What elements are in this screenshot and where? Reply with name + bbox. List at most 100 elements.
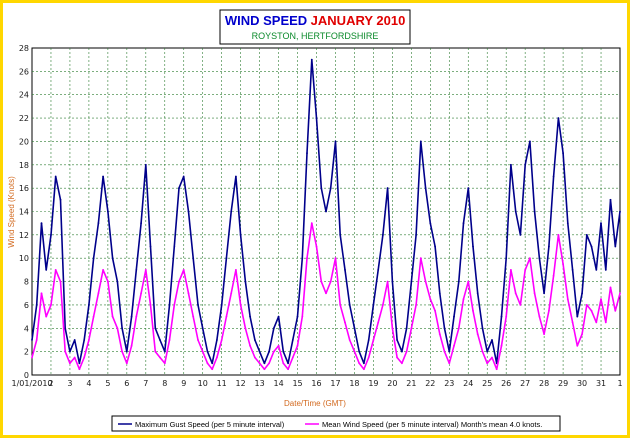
mean-data-point [268, 362, 270, 365]
gust-data-point [581, 292, 583, 295]
gust-data-point [315, 117, 318, 119]
mean-data-point [382, 304, 384, 306]
mean-data-point [585, 304, 588, 306]
gust-data-point [239, 234, 242, 236]
mean-data-point [396, 356, 398, 359]
y-tick-label: 10 [19, 254, 29, 263]
gust-data-point [566, 222, 569, 225]
gust-data-point [149, 245, 152, 248]
gust-data-point [135, 269, 138, 271]
gust-data-point [467, 187, 470, 190]
x-tick-label: 2 [48, 379, 53, 388]
chart-title: WIND SPEED [225, 13, 307, 28]
x-tick-label: 26 [501, 379, 511, 388]
mean-data-point [609, 286, 612, 289]
mean-data-point [159, 356, 161, 359]
mean-data-point [244, 327, 247, 330]
gust-data-point [476, 292, 479, 295]
gust-data-point [182, 175, 185, 178]
mean-data-point [325, 292, 327, 295]
x-tick-label: 11 [217, 379, 227, 388]
x-tick-label: 14 [273, 379, 283, 388]
mean-data-point [116, 327, 119, 330]
series-lines [31, 58, 621, 371]
mean-data-point [552, 274, 555, 277]
mean-data-point [481, 350, 484, 353]
mean-data-point [424, 280, 427, 283]
gust-data-point [438, 292, 441, 295]
gust-data-point [130, 315, 133, 318]
gust-data-point [377, 269, 380, 271]
chart-title-date: JANUARY 2010 [311, 13, 406, 28]
mean-data-point [235, 269, 237, 271]
mean-data-point [401, 362, 403, 365]
y-tick-label: 22 [19, 114, 29, 123]
x-tick-label: 10 [198, 379, 208, 388]
mean-data-point [595, 321, 598, 324]
y-tick-label: 16 [19, 184, 29, 193]
gust-data-point [552, 175, 555, 178]
x-tick-label: 21 [406, 379, 416, 388]
mean-data-point [410, 327, 413, 330]
x-tick-label: 1/01/2010 [11, 379, 52, 388]
mean-data-point [92, 315, 95, 318]
mean-data-point [524, 269, 527, 271]
mean-data-point [45, 315, 48, 318]
mean-data-point [462, 298, 465, 300]
mean-data-point [263, 368, 266, 371]
mean-data-point [363, 368, 365, 371]
mean-data-point [35, 339, 38, 341]
gust-data-point [462, 222, 465, 225]
gust-data-point [353, 327, 356, 330]
gust-data-point [187, 210, 190, 213]
mean-data-point [476, 333, 479, 335]
gust-data-point [144, 163, 147, 166]
mean-data-point [69, 362, 71, 365]
mean-data-point [377, 321, 380, 324]
gust-data-point [263, 362, 266, 365]
gust-data-point [538, 257, 541, 260]
x-tick-label: 16 [311, 379, 321, 388]
x-tick-label: 31 [596, 379, 606, 388]
mean-data-point [495, 368, 498, 371]
gust-data-point [334, 140, 337, 143]
x-tick-label: 28 [539, 379, 549, 388]
gust-data-point [543, 292, 545, 295]
x-tick-label: 7 [143, 379, 148, 388]
gust-data-point [163, 350, 166, 353]
gust-data-point [173, 245, 176, 248]
mean-data-point [339, 304, 342, 306]
gust-data-point [31, 339, 33, 341]
gust-data-point [107, 210, 109, 213]
mean-data-point [415, 304, 417, 306]
gust-data-point [244, 280, 247, 283]
gust-data-point [424, 187, 427, 190]
title-box [219, 9, 411, 45]
mean-data-point [216, 356, 218, 359]
gust-data-point [491, 339, 493, 341]
mean-data-point [282, 362, 285, 365]
gust-data-point [585, 234, 588, 236]
gust-data-point [600, 222, 602, 225]
mean-data-point [272, 350, 275, 353]
gust-data-point [59, 198, 62, 201]
mean-data-point [277, 344, 280, 347]
mean-data-point [102, 269, 104, 271]
mean-data-point [566, 298, 569, 300]
gust-data-point [140, 222, 143, 225]
mean-data-point [182, 269, 185, 271]
y-tick-label: 6 [24, 301, 29, 310]
gust-data-point [220, 304, 223, 306]
gust-data-point [348, 304, 351, 306]
y-axis-label: Wind Speed (Knots) [7, 176, 16, 248]
gust-data-point [310, 58, 313, 61]
mean-data-point [149, 304, 152, 306]
mean-data-point [614, 309, 617, 312]
gust-data-point [619, 210, 621, 213]
mean-data-point [571, 321, 574, 324]
mean-data-point [315, 245, 318, 248]
y-tick-label: 24 [19, 91, 29, 100]
mean-data-point [453, 344, 455, 347]
